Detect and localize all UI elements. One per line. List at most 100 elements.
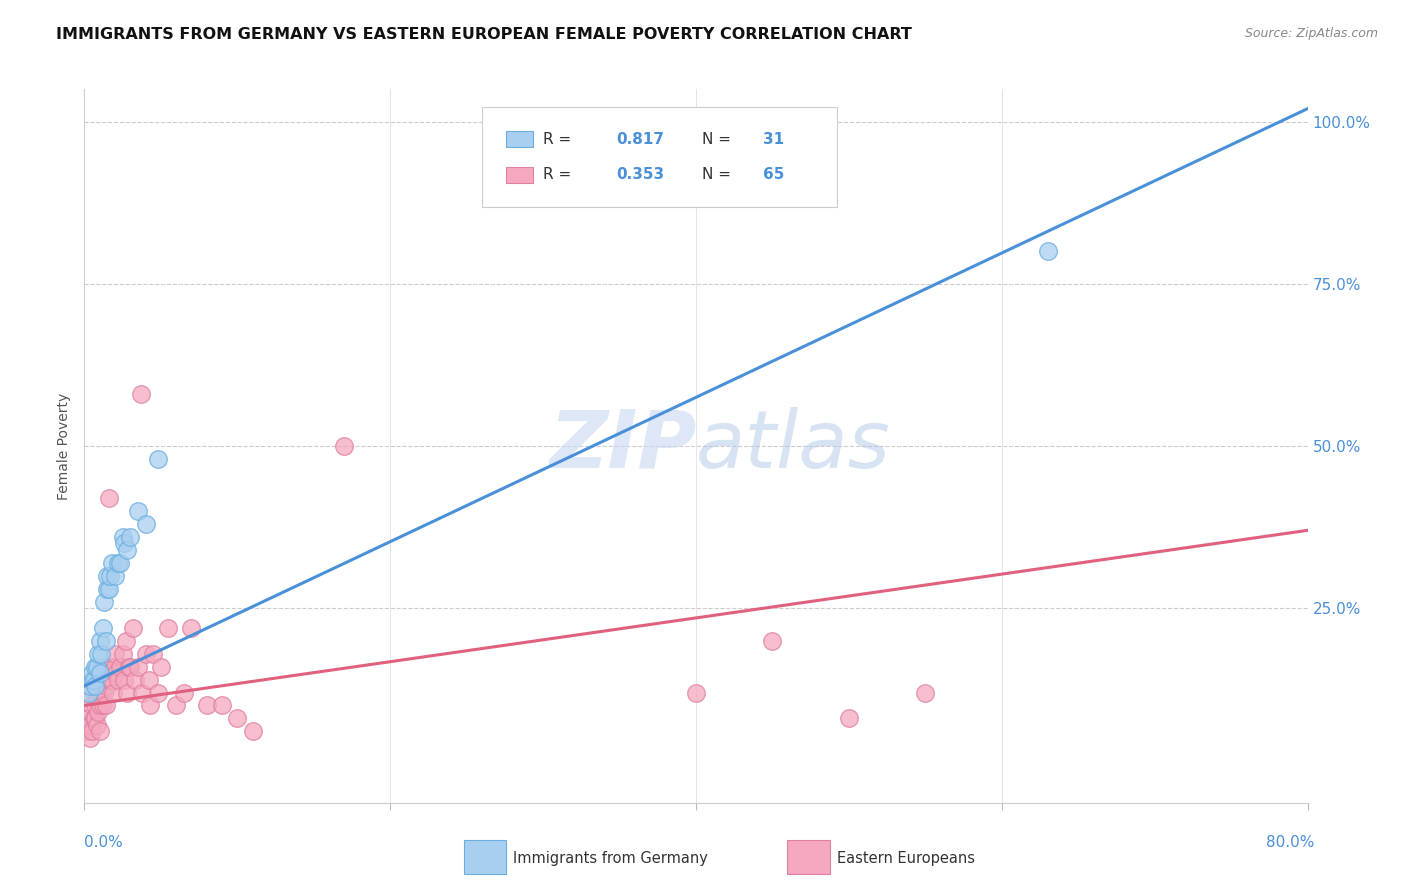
Text: 65: 65 <box>763 168 785 182</box>
Point <box>79 718 101 732</box>
Point <box>83 711 105 725</box>
Point <box>112 536 135 550</box>
Text: 80.0%: 80.0% <box>1267 836 1315 850</box>
Point <box>105 666 128 681</box>
Point <box>91 673 114 687</box>
Text: 31: 31 <box>763 132 785 146</box>
Point <box>98 568 121 582</box>
Point <box>97 673 120 687</box>
Point <box>165 698 187 713</box>
Point <box>127 659 149 673</box>
Point <box>112 673 135 687</box>
Point <box>86 692 108 706</box>
Point <box>108 556 131 570</box>
Point <box>131 685 153 699</box>
Point <box>83 673 105 687</box>
Point <box>149 659 172 673</box>
Point <box>146 452 169 467</box>
Point <box>89 666 111 681</box>
Point <box>157 621 180 635</box>
Text: R =: R = <box>543 168 576 182</box>
Point <box>76 724 98 739</box>
Point <box>98 673 121 687</box>
Point <box>89 633 111 648</box>
Point <box>115 542 138 557</box>
Point <box>101 673 124 687</box>
Text: R =: R = <box>543 132 576 146</box>
Point <box>122 621 145 635</box>
Bar <box>506 167 533 183</box>
Point <box>104 659 127 673</box>
Point <box>111 647 134 661</box>
Point <box>761 633 783 648</box>
Point <box>89 698 111 713</box>
Point <box>142 647 165 661</box>
Point <box>87 705 110 719</box>
Point <box>120 659 142 673</box>
Point <box>79 731 101 745</box>
Point <box>135 647 157 661</box>
Point <box>80 673 103 687</box>
Point <box>104 647 127 661</box>
Point <box>103 685 125 699</box>
Point <box>1036 244 1059 259</box>
Y-axis label: Female Poverty: Female Poverty <box>58 392 72 500</box>
Point <box>91 698 114 713</box>
Point <box>79 679 101 693</box>
Point <box>226 711 249 725</box>
Point <box>83 685 105 699</box>
Point <box>195 698 218 713</box>
Point <box>96 582 118 596</box>
Point <box>94 633 117 648</box>
Text: IMMIGRANTS FROM GERMANY VS EASTERN EUROPEAN FEMALE POVERTY CORRELATION CHART: IMMIGRANTS FROM GERMANY VS EASTERN EUROP… <box>56 27 912 42</box>
Point <box>146 685 169 699</box>
Point <box>333 439 356 453</box>
Text: N =: N = <box>702 132 735 146</box>
Point <box>86 659 108 673</box>
Point <box>129 387 152 401</box>
Point <box>135 516 157 531</box>
Point <box>84 659 107 673</box>
Point <box>77 711 100 725</box>
Text: Source: ZipAtlas.com: Source: ZipAtlas.com <box>1244 27 1378 40</box>
Point <box>111 530 134 544</box>
Point <box>107 556 129 570</box>
Point <box>124 673 146 687</box>
Point <box>107 673 129 687</box>
Text: Eastern Europeans: Eastern Europeans <box>837 851 974 865</box>
Text: 0.0%: 0.0% <box>84 836 124 850</box>
Point <box>114 633 136 648</box>
Point <box>77 685 100 699</box>
Point <box>101 556 124 570</box>
Point <box>104 568 127 582</box>
Text: N =: N = <box>702 168 735 182</box>
Point <box>97 582 120 596</box>
Point <box>87 647 110 661</box>
FancyBboxPatch shape <box>482 107 837 207</box>
Point <box>914 685 936 699</box>
Point <box>685 685 707 699</box>
Point <box>91 621 114 635</box>
Point <box>115 685 138 699</box>
Point <box>96 679 118 693</box>
Point <box>211 698 233 713</box>
Text: 0.353: 0.353 <box>616 168 665 182</box>
Point <box>120 530 142 544</box>
Point <box>94 698 117 713</box>
Point <box>93 659 115 673</box>
Point <box>138 673 160 687</box>
Text: ZIP: ZIP <box>548 407 696 485</box>
Point <box>90 647 112 661</box>
Point <box>96 568 118 582</box>
Point <box>118 659 141 673</box>
Point <box>93 685 115 699</box>
Point <box>97 491 120 505</box>
Text: atlas: atlas <box>696 407 891 485</box>
Point <box>180 621 202 635</box>
Point <box>108 659 131 673</box>
Point <box>101 659 124 673</box>
Text: 0.817: 0.817 <box>616 132 665 146</box>
Point <box>80 666 103 681</box>
Point <box>242 724 264 739</box>
Point <box>87 679 110 693</box>
